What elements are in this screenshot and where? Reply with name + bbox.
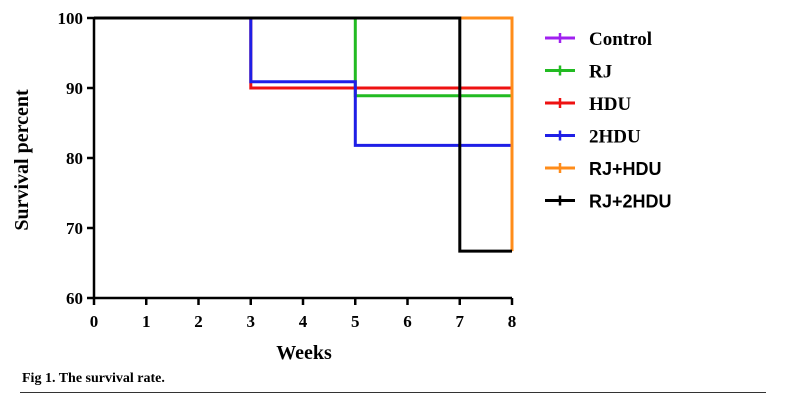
x-axis-title: Weeks <box>276 342 332 364</box>
legend-label: HDU <box>589 94 632 115</box>
axes-layer <box>92 18 512 300</box>
y-tick-label: 70 <box>66 219 83 238</box>
x-tick-label: 6 <box>403 312 412 331</box>
series-line-rj-plus-hdu <box>94 16 514 252</box>
x-tick-label: 8 <box>508 312 517 331</box>
series-line-rj <box>94 16 512 98</box>
legend-label: 2HDU <box>589 127 641 148</box>
series-line-rj-plus-2hdu <box>94 16 512 253</box>
x-tick-label: 3 <box>247 312 256 331</box>
series-line-2hdu <box>94 16 514 210</box>
x-tick-label: 1 <box>142 312 151 331</box>
legend-item: Control <box>545 29 652 50</box>
y-tick-label: 90 <box>66 79 83 98</box>
legend-item: RJ+HDU <box>545 159 662 179</box>
legend-label: Control <box>589 29 652 50</box>
x-tick-label: 0 <box>90 312 99 331</box>
x-tick-label: 7 <box>456 312 465 331</box>
figure-caption: Fig 1. The survival rate. <box>22 371 165 386</box>
legend-item: HDU <box>545 94 632 115</box>
legend-label: RJ+2HDU <box>589 192 672 212</box>
x-tick-label: 4 <box>299 312 308 331</box>
legend-label: RJ+HDU <box>589 159 662 179</box>
ticks-layer: 60 70 80 90 100 0 1 2 3 4 5 6 7 8 <box>58 9 517 331</box>
y-tick-label: 100 <box>58 9 84 28</box>
series-layer <box>94 16 514 253</box>
y-tick-label: 60 <box>66 289 83 308</box>
y-tick-label: 80 <box>66 149 83 168</box>
legend-item: RJ <box>545 62 612 83</box>
legend-item: 2HDU <box>545 127 641 148</box>
y-axis-title: Survival percent <box>11 89 33 231</box>
x-tick-label: 2 <box>194 312 203 331</box>
legend: Control RJ HDU 2HDU RJ+HDU RJ+2HDU <box>545 29 672 212</box>
caption-divider <box>20 392 766 393</box>
x-tick-label: 5 <box>351 312 360 331</box>
legend-item: RJ+2HDU <box>545 192 672 212</box>
legend-label: RJ <box>589 62 612 83</box>
